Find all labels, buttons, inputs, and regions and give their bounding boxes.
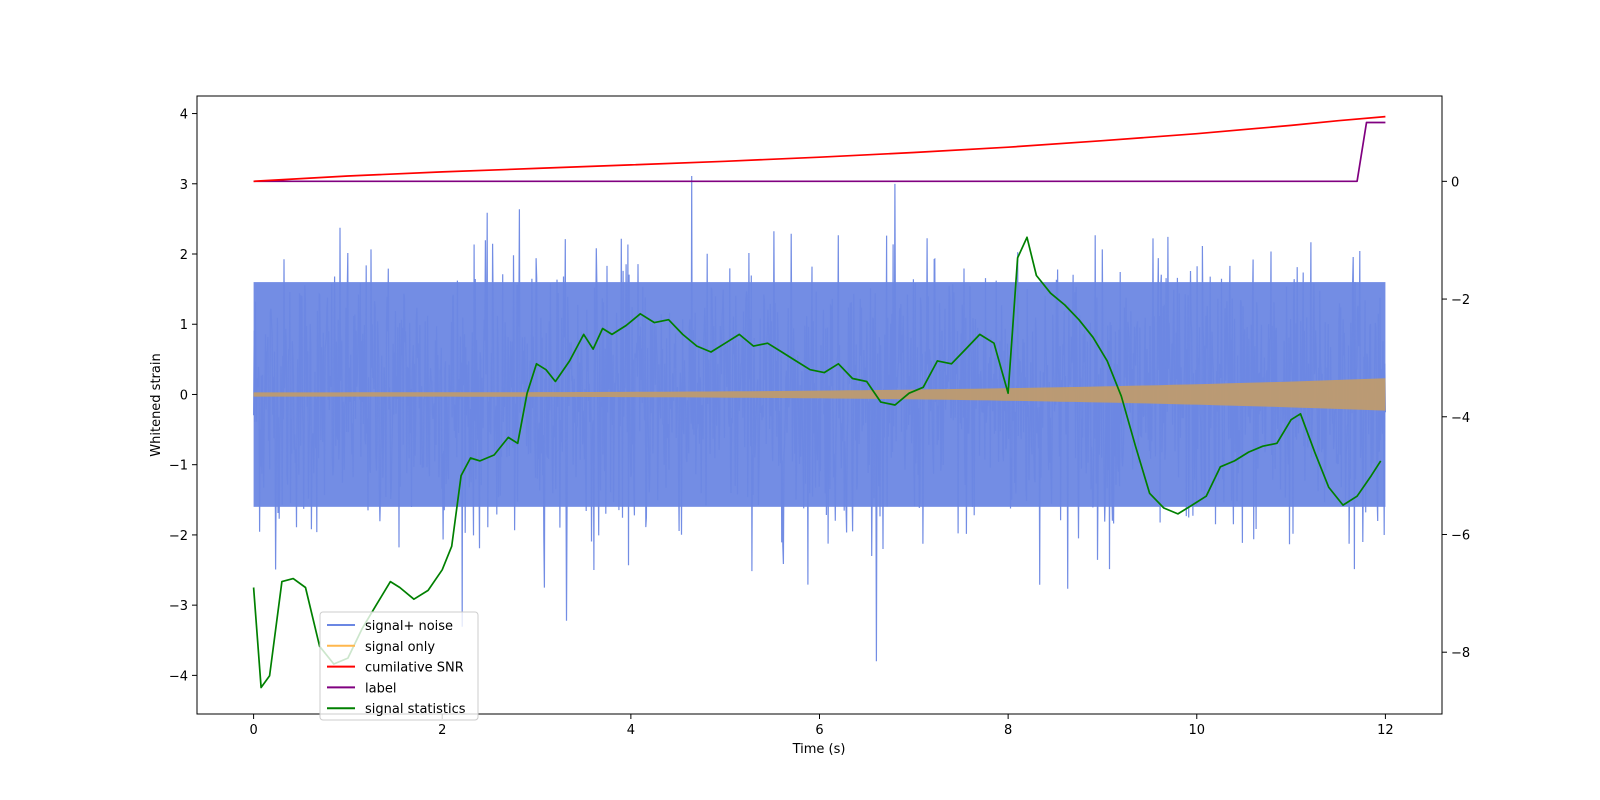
legend-item: signal statistics (327, 702, 466, 717)
legend-label: cumilative SNR (365, 661, 464, 676)
x-tick-label: 0 (249, 723, 257, 738)
y-tick-label: 0 (180, 388, 188, 403)
y2-tick-label: −2 (1451, 293, 1470, 308)
y2-tick-label: 0 (1451, 175, 1459, 190)
y-tick-label: −1 (169, 459, 188, 474)
x-axis-label: Time (s) (792, 742, 846, 757)
legend: signal+ noise signal only cumilative SNR la… (319, 611, 479, 721)
y-tick-label: 1 (180, 318, 188, 333)
y2-tick-label: −4 (1451, 411, 1470, 426)
series-signal-only (253, 378, 1386, 411)
x-tick-label: 8 (1004, 723, 1012, 738)
x-tick-label: 10 (1188, 723, 1205, 738)
series-label (253, 121, 1386, 183)
x-tick-label: 6 (815, 723, 823, 738)
legend-item: label (327, 681, 396, 696)
x-tick-label: 4 (627, 723, 635, 738)
y-tick-label: −3 (169, 599, 188, 614)
legend-label: signal only (365, 640, 435, 655)
legend-item: cumilative SNR (327, 661, 464, 676)
legend-item: signal+ noise (327, 619, 453, 634)
series-layer (252, 115, 1386, 689)
y-tick-label: −2 (169, 529, 188, 544)
legend-label: label (365, 681, 396, 696)
y-tick-label: −4 (169, 669, 188, 684)
series-cumilative-snr (253, 115, 1386, 183)
y2-tick-label: −6 (1451, 528, 1470, 543)
series-signal-statistics (252, 236, 1382, 689)
x-tick-label: 12 (1377, 723, 1394, 738)
legend-label: signal+ noise (365, 619, 453, 634)
x-tick-label: 2 (438, 723, 446, 738)
y2-tick-label: −8 (1451, 646, 1470, 661)
y-tick-label: 3 (180, 178, 188, 193)
y-tick-label: 2 (180, 248, 188, 263)
legend-label: signal statistics (365, 702, 466, 717)
signal-only-band (253, 378, 1386, 411)
legend-box (319, 611, 479, 721)
y-axis-label: Whitened strain (149, 353, 164, 456)
legend-item: signal only (327, 640, 435, 655)
y-tick-label: 4 (180, 108, 188, 123)
